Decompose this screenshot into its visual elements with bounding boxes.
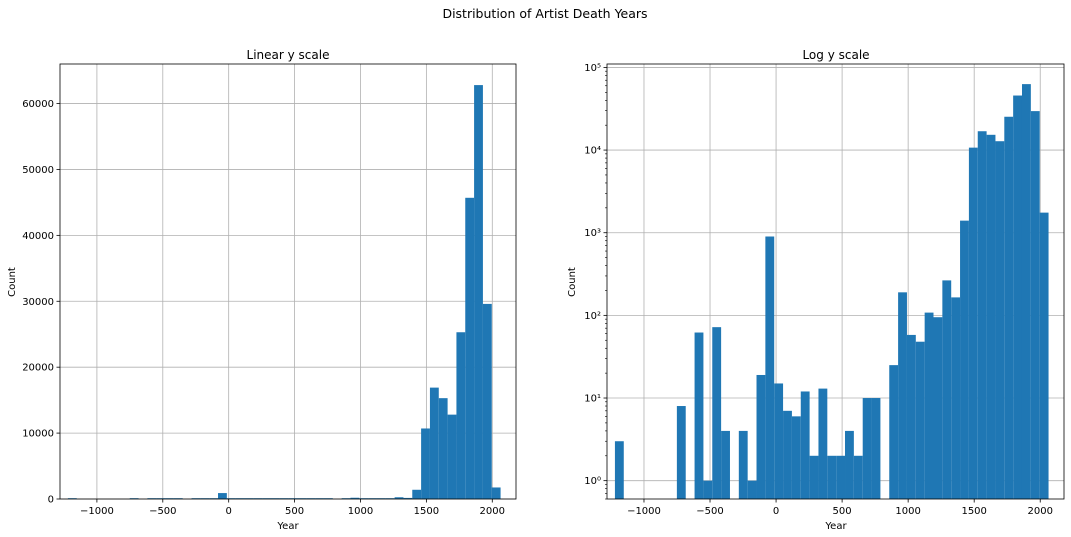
- log-histogram-bar: [756, 374, 766, 499]
- log-histogram-bar: [1030, 111, 1040, 499]
- linear-y-tick-label: 60000: [22, 99, 54, 110]
- linear-histogram-bar: [438, 398, 448, 499]
- log-y-axis-label: Count: [567, 267, 578, 297]
- log-y-tick-label: 10⁵: [584, 63, 601, 74]
- linear-chart-title: Linear y scale: [247, 48, 330, 62]
- log-histogram-bar: [995, 141, 1005, 499]
- linear-y-tick-label: 40000: [22, 231, 54, 242]
- log-histogram-bar: [747, 480, 757, 499]
- linear-y-tick-label: 10000: [22, 429, 54, 440]
- log-histogram-bar: [889, 365, 899, 499]
- log-histogram-bar: [1004, 116, 1014, 500]
- log-y-tick-label: 10³: [584, 228, 601, 239]
- log-histogram-bar: [1013, 95, 1022, 499]
- log-x-axis-label: Year: [824, 521, 847, 532]
- log-x-tick-label: −1000: [627, 506, 661, 517]
- log-axes-frame: [606, 63, 1065, 500]
- log-histogram-bar: [774, 383, 784, 499]
- log-histogram-bar: [915, 341, 925, 499]
- linear-histogram-panel: Linear y scale Year Count −1000 −500 0 500 1…: [7, 48, 517, 532]
- log-y-tick-label: 10⁰: [584, 476, 601, 487]
- linear-y-tick-label: 30000: [22, 297, 54, 308]
- log-histogram-bar: [721, 430, 730, 499]
- log-histogram-bar: [906, 334, 916, 499]
- log-histogram-bar: [898, 292, 907, 499]
- linear-histogram-bar: [447, 414, 457, 499]
- log-histogram-bar: [1039, 212, 1049, 499]
- log-chart-title: Log y scale: [802, 48, 869, 62]
- log-histogram-bar: [845, 430, 854, 499]
- linear-x-tick-label: 0: [226, 506, 232, 517]
- linear-x-tick-label: −500: [149, 506, 176, 517]
- log-histogram-panel: Log y scale Year Count −1000 −500 0 500 1000…: [567, 48, 1065, 532]
- log-bars: [614, 84, 1049, 500]
- linear-x-tick-label: 2000: [480, 506, 505, 517]
- linear-y-tick-label: 20000: [22, 363, 54, 374]
- log-histogram-bar: [933, 317, 943, 499]
- linear-histogram-bar: [456, 332, 466, 499]
- log-histogram-bar: [986, 134, 996, 499]
- log-histogram-bar: [783, 410, 792, 499]
- linear-x-tick-label: 1500: [414, 506, 439, 517]
- linear-y-tick-label: 0: [48, 495, 54, 506]
- linear-histogram-bar: [474, 85, 483, 499]
- log-y-tick-label: 10²: [584, 311, 601, 322]
- log-histogram-bar: [809, 455, 819, 499]
- log-histogram-bar: [703, 480, 713, 499]
- log-histogram-bar: [694, 332, 704, 499]
- linear-histogram-bar: [465, 197, 475, 499]
- linear-histogram-bar: [491, 487, 501, 499]
- log-histogram-bar: [800, 391, 810, 499]
- linear-histogram-bar: [482, 303, 492, 499]
- linear-x-axis-label: Year: [276, 521, 299, 532]
- log-histogram-bar: [951, 297, 961, 499]
- linear-histogram-bar: [412, 489, 422, 499]
- linear-histogram-bar: [350, 497, 360, 499]
- linear-x-tick-label: 1000: [348, 506, 373, 517]
- linear-histogram-bar: [429, 387, 439, 499]
- log-x-tick-label: −500: [696, 506, 723, 517]
- linear-y-axis-label: Count: [7, 267, 18, 297]
- log-x-tick-label: 0: [773, 506, 779, 517]
- linear-axes: −1000 −500 0 500 1000 1500 2000010000200003000…: [22, 63, 517, 517]
- log-x-tick-label: 1500: [961, 506, 986, 517]
- log-histogram-bar: [614, 441, 624, 499]
- log-histogram-bar: [712, 327, 722, 499]
- log-histogram-bar: [738, 430, 748, 499]
- log-histogram-bar: [853, 455, 863, 499]
- log-histogram-bar: [676, 406, 686, 499]
- log-histogram-bar: [836, 455, 846, 499]
- log-histogram-bar: [977, 131, 987, 499]
- linear-histogram-bar: [394, 497, 404, 499]
- log-histogram-bar: [765, 236, 775, 499]
- log-y-tick-label: 10⁴: [584, 146, 601, 157]
- linear-histogram-bar: [218, 493, 227, 499]
- log-histogram-bar: [960, 220, 969, 499]
- linear-grid: [60, 64, 516, 500]
- log-histogram-bar: [862, 398, 872, 499]
- linear-x-tick-label: 500: [285, 506, 304, 517]
- linear-x-tick-label: −1000: [80, 506, 114, 517]
- log-histogram-bar: [968, 147, 978, 499]
- linear-histogram-bar: [421, 428, 430, 499]
- log-histogram-bar: [818, 388, 828, 499]
- linear-y-tick-label: 50000: [22, 165, 54, 176]
- log-y-tick-label: 10¹: [584, 394, 601, 405]
- log-histogram-bar: [942, 280, 952, 499]
- log-x-tick-label: 500: [833, 506, 852, 517]
- log-x-tick-label: 2000: [1027, 506, 1052, 517]
- linear-bars: [67, 85, 501, 499]
- log-x-tick-label: 1000: [895, 506, 920, 517]
- linear-histogram-bar: [403, 497, 413, 499]
- log-histogram-bar: [791, 416, 801, 499]
- log-histogram-bar: [871, 398, 881, 499]
- figure-suptitle: Distribution of Artist Death Years: [442, 6, 647, 21]
- log-axes: −1000 −500 0 500 1000 1500 2000 10⁰ 10¹ 10² 10³ 10⁴…: [584, 63, 1065, 517]
- linear-axes-frame: [59, 63, 517, 500]
- log-histogram-bar: [827, 455, 837, 499]
- log-histogram-bar: [1021, 84, 1031, 500]
- log-histogram-bar: [924, 312, 934, 499]
